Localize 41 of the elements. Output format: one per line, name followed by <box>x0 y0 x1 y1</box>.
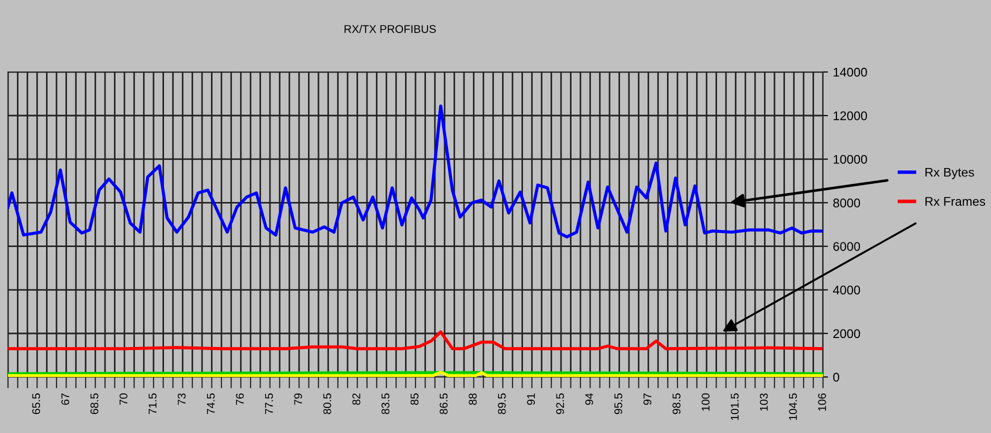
x-tick-label: 71.5 <box>148 393 157 414</box>
x-tick-label: 70 <box>120 393 128 405</box>
x-tick-label: 68.5 <box>90 393 98 414</box>
x-tick-label: 65.5 <box>32 393 40 414</box>
x-tick-label: 98.5 <box>672 393 680 414</box>
x-tick-label: 94 <box>585 393 594 405</box>
legend-label: Rx Frames <box>925 197 986 206</box>
y-tick-label: 0 <box>833 372 840 382</box>
y-tick-label: 2000 <box>833 329 860 338</box>
x-tick-label: 74.5 <box>206 393 215 414</box>
y-tick-label: 10000 <box>834 154 867 164</box>
x-tick-label: 97 <box>643 394 652 405</box>
x-tick-label: 83.5 <box>382 393 390 414</box>
x-tick-label: 88 <box>468 393 477 405</box>
x-tick-label: 100 <box>702 393 710 411</box>
x-tick-label: 67 <box>61 394 70 405</box>
x-tick-label: 86.5 <box>440 393 448 414</box>
y-tick-label: 4000 <box>833 286 860 295</box>
legend-label: Rx Bytes <box>925 168 974 180</box>
x-tick-label: 101.5 <box>730 393 739 420</box>
y-tick-label: 12000 <box>834 111 867 120</box>
chart-title: RX/TX PROFIBUS <box>344 24 436 33</box>
line-series <box>8 104 823 238</box>
x-tick-label: 73 <box>178 393 186 405</box>
x-tick-label: 76 <box>236 393 244 405</box>
x-tick-label: 77.5 <box>265 393 273 414</box>
x-tick-label: 89.5 <box>498 393 506 414</box>
y-tick-label: 8000 <box>833 198 860 208</box>
x-tick-label: 95.5 <box>614 393 622 414</box>
line-series <box>8 330 823 350</box>
x-tick-label: 85 <box>410 393 418 405</box>
x-tick-label: 91 <box>527 394 535 405</box>
x-tick-label: 103 <box>760 393 768 411</box>
x-tick-label: 80.5 <box>323 393 332 414</box>
x-tick-label: 104.5 <box>789 393 797 420</box>
x-tick-label: 82 <box>352 394 360 405</box>
x-tick-label: 79 <box>294 394 302 405</box>
y-tick-label: 14000 <box>834 68 867 77</box>
x-tick-label: 92.5 <box>556 393 564 414</box>
y-tick-label: 6000 <box>833 242 860 251</box>
x-tick-label: 106 <box>818 393 826 411</box>
